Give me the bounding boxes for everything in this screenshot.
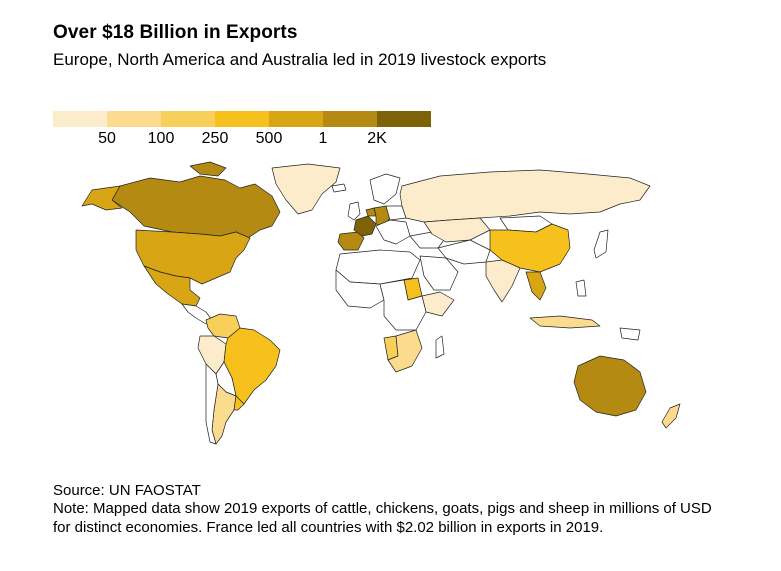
legend-swatch-3 bbox=[161, 111, 215, 127]
legend-swatch-1 bbox=[53, 111, 107, 127]
legend-label-1: 1 bbox=[318, 130, 328, 147]
country-central-africa bbox=[379, 279, 427, 331]
country-south-africa bbox=[387, 329, 423, 373]
color-legend: 50 100 250 500 1 2K bbox=[53, 111, 431, 152]
legend-label-250: 250 bbox=[201, 130, 229, 147]
legend-swatch-6 bbox=[323, 111, 377, 127]
legend-swatch-7 bbox=[377, 111, 431, 127]
country-ethiopia bbox=[421, 291, 455, 317]
country-canada bbox=[111, 175, 281, 239]
legend-label-2k: 2K bbox=[367, 130, 387, 147]
legend-labels: 50 100 250 500 1 2K bbox=[53, 130, 431, 152]
country-saudi-arabia bbox=[419, 255, 459, 291]
country-japan bbox=[593, 229, 609, 259]
country-alaska bbox=[81, 185, 123, 211]
world-map bbox=[81, 161, 681, 445]
chart-title: Over $18 Billion in Exports bbox=[53, 22, 298, 43]
country-papua-new-guinea bbox=[619, 327, 641, 341]
country-canada-islands bbox=[189, 161, 227, 177]
legend-color-bar bbox=[53, 111, 431, 127]
country-namibia bbox=[383, 335, 399, 361]
chart-subtitle: Europe, North America and Australia led … bbox=[53, 50, 547, 69]
legend-swatch-4 bbox=[215, 111, 269, 127]
country-india bbox=[485, 259, 521, 303]
country-madagascar bbox=[435, 335, 445, 359]
legend-swatch-5 bbox=[269, 111, 323, 127]
country-scandinavia bbox=[369, 173, 401, 205]
country-north-africa bbox=[335, 249, 421, 285]
country-italy bbox=[375, 219, 411, 245]
country-greenland bbox=[271, 163, 341, 215]
country-philippines bbox=[575, 279, 587, 297]
country-united-kingdom bbox=[347, 201, 361, 221]
country-west-africa bbox=[335, 269, 385, 309]
country-thailand bbox=[525, 271, 547, 301]
legend-label-500: 500 bbox=[255, 130, 283, 147]
country-mexico bbox=[143, 265, 201, 307]
country-new-zealand bbox=[661, 403, 681, 429]
legend-label-100: 100 bbox=[147, 130, 175, 147]
country-uruguay bbox=[233, 395, 245, 411]
footnote: Note: Mapped data show 2019 exports of c… bbox=[53, 500, 712, 536]
country-iceland bbox=[331, 183, 347, 193]
legend-label-50: 50 bbox=[98, 130, 116, 147]
country-russia bbox=[399, 169, 651, 223]
country-indonesia bbox=[529, 315, 601, 329]
country-chile bbox=[205, 363, 219, 445]
legend-swatch-2 bbox=[107, 111, 161, 127]
country-china bbox=[489, 223, 571, 273]
country-australia bbox=[573, 355, 647, 417]
source-note: Source: UN FAOSTAT bbox=[53, 482, 201, 499]
country-kazakhstan bbox=[423, 217, 491, 243]
